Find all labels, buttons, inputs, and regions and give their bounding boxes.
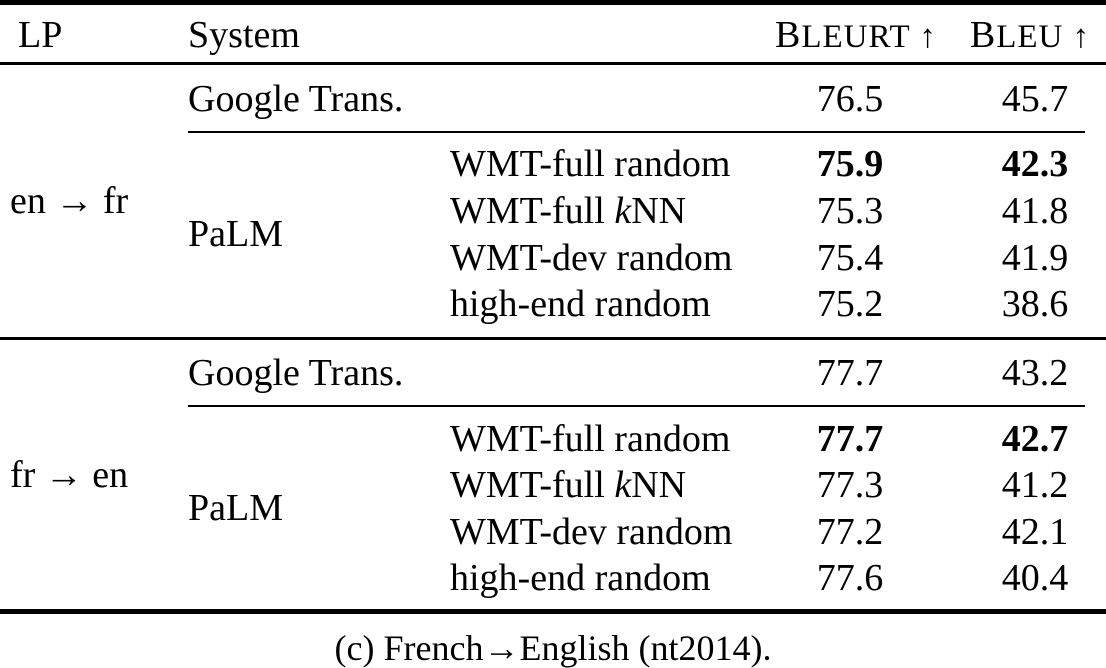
header-bleu: BLEU ↑: [969, 14, 1091, 56]
bleu-value: 42.7: [1001, 418, 1069, 460]
header-lp: LP: [18, 14, 63, 56]
bleurt-value: 75.2: [816, 283, 884, 325]
section-divider-rule: [0, 337, 1106, 340]
variant-label: high-end random: [450, 557, 711, 599]
bleu-value: 41.2: [1001, 464, 1069, 506]
lp-label-fr-en: fr → en: [10, 454, 129, 496]
variant-label: WMT-full: [450, 464, 615, 506]
bleu-value: 45.7: [1001, 78, 1069, 120]
bleurt-value: 77.6: [816, 557, 884, 599]
variant-label: high-end random: [450, 283, 711, 325]
bottom-rule: [0, 609, 1106, 614]
system-cell-palm: PaLM: [188, 213, 283, 255]
section1-google-palm-rule: [188, 131, 1085, 133]
bleurt-value: 75.9: [816, 143, 884, 185]
table-caption: (c) French→English (nt2014).: [334, 628, 772, 668]
variant-label-post: NN: [631, 190, 687, 232]
variant-label: WMT-full random: [450, 418, 731, 460]
bleu-value: 41.8: [1001, 190, 1069, 232]
bleu-value: 43.2: [1001, 352, 1069, 394]
variant-label: WMT-full: [450, 190, 615, 232]
bleurt-value: 75.3: [816, 190, 884, 232]
variant-cell: WMT-full kNN: [450, 462, 686, 508]
bleu-value: 40.4: [1001, 557, 1069, 599]
variant-cell: WMT-full kNN: [450, 188, 686, 234]
variant-label: WMT-full random: [450, 143, 731, 185]
header-system: System: [188, 14, 300, 56]
variant-cell: high-end random: [450, 281, 711, 327]
variant-cell: WMT-dev random: [450, 509, 732, 555]
variant-cell: WMT-dev random: [450, 235, 732, 281]
variant-label-italic: k: [614, 190, 632, 232]
bleurt-value: 77.7: [816, 418, 884, 460]
variant-label: WMT-dev random: [450, 511, 733, 553]
variant-label: WMT-dev random: [450, 237, 733, 279]
section2-google-palm-rule: [188, 405, 1085, 407]
bleurt-value: 77.2: [816, 511, 884, 553]
variant-cell: high-end random: [450, 555, 711, 601]
bleu-value: 42.1: [1001, 511, 1069, 553]
bleu-value: 38.6: [1001, 283, 1069, 325]
bleurt-value: 76.5: [816, 78, 884, 120]
system-cell-google: Google Trans.: [188, 352, 404, 394]
bleurt-value: 77.3: [816, 464, 884, 506]
lp-label-en-fr: en → fr: [10, 180, 129, 222]
system-cell-google: Google Trans.: [188, 78, 404, 120]
header-rule: [0, 62, 1106, 65]
top-rule: [0, 0, 1106, 5]
variant-cell: WMT-full random: [450, 141, 730, 187]
bleu-value: 42.3: [1001, 143, 1069, 185]
header-bleurt: BLEURT ↑: [775, 14, 937, 56]
bleurt-value: 75.4: [816, 237, 884, 279]
variant-label-post: NN: [631, 464, 687, 506]
system-cell-palm: PaLM: [188, 487, 283, 529]
bleurt-value: 77.7: [816, 352, 884, 394]
variant-cell: WMT-full random: [450, 416, 730, 462]
bleu-value: 41.9: [1001, 237, 1069, 279]
variant-label-italic: k: [614, 464, 632, 506]
